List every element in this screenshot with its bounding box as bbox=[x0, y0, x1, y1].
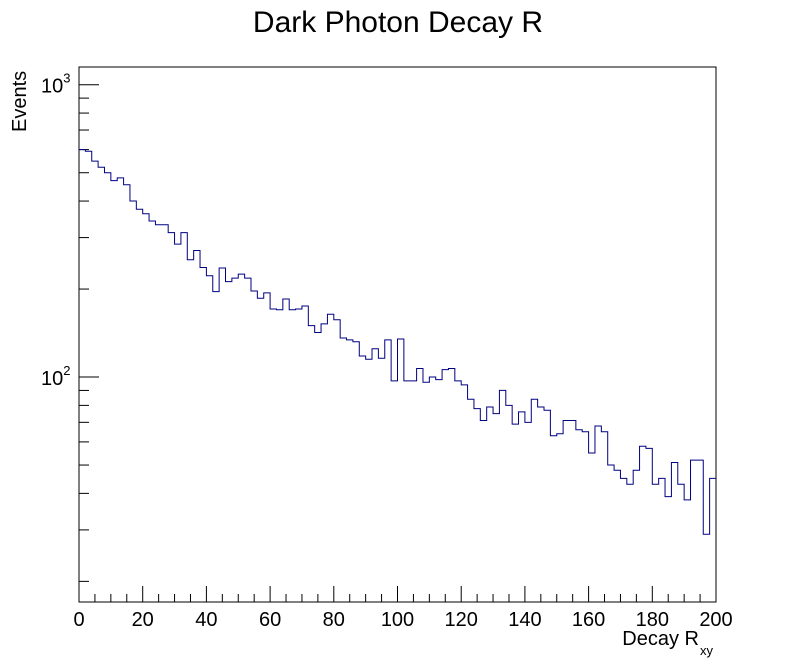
x-tick-label: 120 bbox=[445, 609, 478, 631]
y-tick-label: 103 bbox=[41, 71, 70, 98]
x-tick-label: 60 bbox=[259, 609, 281, 631]
y-tick-label: 102 bbox=[41, 363, 70, 390]
y-tick-base: 10 bbox=[41, 76, 63, 98]
histogram-line bbox=[79, 149, 716, 535]
x-tick-label: 0 bbox=[73, 609, 84, 631]
plot-frame bbox=[78, 66, 717, 603]
x-tick-label: 100 bbox=[381, 609, 414, 631]
y-axis-label: Events bbox=[9, 71, 31, 132]
x-tick-label: 200 bbox=[699, 609, 732, 631]
x-axis-label-main: Decay R bbox=[622, 628, 699, 650]
x-tick-label: 20 bbox=[132, 609, 154, 631]
y-tick-exponent: 2 bbox=[63, 363, 70, 378]
chart-title: Dark Photon Decay R bbox=[253, 6, 543, 39]
x-axis-label-subscript: xy bbox=[700, 643, 714, 658]
y-tick-exponent: 3 bbox=[63, 71, 70, 86]
x-tick-label: 140 bbox=[508, 609, 541, 631]
x-tick-label: 80 bbox=[323, 609, 345, 631]
x-tick-label: 180 bbox=[636, 609, 669, 631]
x-tick-label: 160 bbox=[572, 609, 605, 631]
x-tick-label: 40 bbox=[195, 609, 217, 631]
x-axis: 0 20 40 60 80 100 120 140 160 180 200 bbox=[73, 586, 733, 631]
x-axis-label: Decay R bbox=[622, 628, 699, 650]
y-tick-base: 10 bbox=[41, 368, 63, 390]
